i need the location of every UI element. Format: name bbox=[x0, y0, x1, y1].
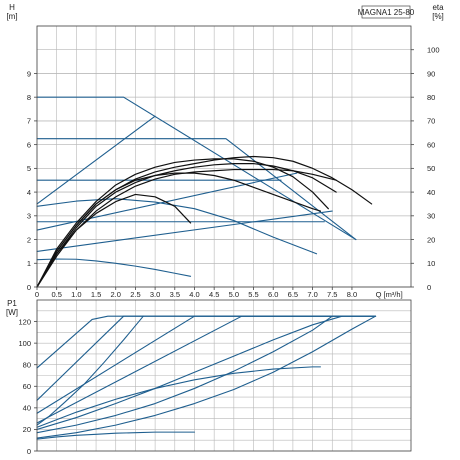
h-axis-tick-label: 2 bbox=[27, 235, 31, 244]
eta-axis-tick-label: 60 bbox=[427, 140, 435, 149]
h-axis-title-unit: [m] bbox=[6, 12, 17, 21]
q-axis-tick-label: 2.0 bbox=[111, 290, 121, 299]
eta-axis-tick-label: 0 bbox=[427, 283, 431, 292]
eta-axis-title: eta bbox=[432, 3, 444, 12]
p1-axis-tick-label: 0 bbox=[27, 447, 31, 456]
eta-axis-tick-label: 40 bbox=[427, 188, 435, 197]
lower-chart-frame bbox=[36, 299, 412, 452]
head-eta-curve-13 bbox=[36, 168, 337, 288]
power-curve-7 bbox=[36, 315, 377, 439]
power-curve-9 bbox=[36, 431, 196, 440]
h-axis-tick-label: 7 bbox=[27, 117, 31, 126]
head-curve-2 bbox=[36, 115, 156, 205]
head-eta-curve-12 bbox=[36, 163, 337, 288]
h-axis-title: H bbox=[9, 3, 15, 12]
q-axis-tick-label: 4.5 bbox=[209, 290, 219, 299]
q-axis-tick-label: 6.5 bbox=[288, 290, 298, 299]
eta-axis-tick-label: 20 bbox=[427, 235, 435, 244]
p1-axis-tick-label: 60 bbox=[23, 382, 31, 391]
p1-axis-tick-label: 80 bbox=[23, 361, 31, 370]
h-axis-tick-label: 8 bbox=[27, 93, 31, 102]
head-curve-9 bbox=[36, 258, 192, 277]
q-axis-title: Q [m³/h] bbox=[376, 290, 403, 299]
p1-axis-title: P1 bbox=[7, 299, 17, 308]
head-eta-curve-15 bbox=[36, 193, 192, 288]
q-axis-tick-label: 7.5 bbox=[327, 290, 337, 299]
eta-axis-tick-label: 70 bbox=[427, 117, 435, 126]
p1-axis-tick-label: 100 bbox=[18, 339, 31, 348]
q-axis-tick-label: 8.0 bbox=[347, 290, 357, 299]
upper-chart-series bbox=[36, 96, 373, 288]
h-axis-tick-label: 4 bbox=[27, 188, 31, 197]
h-axis-tick-label: 9 bbox=[27, 69, 31, 78]
model-label-box bbox=[361, 5, 411, 19]
head-eta-curve-11 bbox=[36, 158, 329, 288]
lower-plot-frame bbox=[36, 299, 412, 452]
power-curve-4 bbox=[36, 315, 377, 424]
p1-axis-title-unit: [W] bbox=[6, 308, 18, 317]
head-curve-8 bbox=[36, 198, 318, 255]
q-axis-tick-label: 5.5 bbox=[248, 290, 258, 299]
h-axis-tick-label: 6 bbox=[27, 140, 31, 149]
lower-chart-series bbox=[36, 315, 377, 440]
q-axis-tick-label: 0 bbox=[35, 290, 39, 299]
q-axis-tick-label: 1.5 bbox=[91, 290, 101, 299]
power-curve-10 bbox=[36, 366, 322, 428]
eta-axis-tick-label: 10 bbox=[427, 259, 435, 268]
p1-axis-tick-label: 20 bbox=[23, 425, 31, 434]
head-curve-1 bbox=[36, 96, 357, 241]
q-axis-tick-label: 3.5 bbox=[170, 290, 180, 299]
head-curve-4 bbox=[36, 210, 333, 252]
p1-axis-tick-label: 40 bbox=[23, 404, 31, 413]
eta-axis-tick-label: 90 bbox=[427, 69, 435, 78]
q-axis-tick-label: 7.0 bbox=[307, 290, 317, 299]
q-axis-tick-label: 6.0 bbox=[268, 290, 278, 299]
power-curve-1 bbox=[36, 315, 377, 369]
q-axis-tick-label: 4.0 bbox=[189, 290, 199, 299]
eta-axis-tick-label: 100 bbox=[427, 46, 440, 55]
h-axis-tick-label: 3 bbox=[27, 212, 31, 221]
head-eta-curve-14 bbox=[36, 172, 322, 288]
h-axis-tick-label: 5 bbox=[27, 164, 31, 173]
power-curve-6 bbox=[36, 315, 333, 434]
q-axis-tick-label: 3.0 bbox=[150, 290, 160, 299]
q-axis-tick-label: 2.5 bbox=[130, 290, 140, 299]
eta-axis-title-unit: [%] bbox=[432, 12, 444, 21]
power-curve-8 bbox=[36, 315, 144, 426]
model-label: MAGNA1 25-80 bbox=[358, 8, 415, 17]
upper-chart-frame bbox=[36, 25, 412, 288]
head-curve-5 bbox=[36, 138, 357, 241]
p1-axis-tick-label: 120 bbox=[18, 317, 31, 326]
eta-axis-tick-label: 50 bbox=[427, 164, 435, 173]
h-axis-tick-label: 0 bbox=[27, 283, 31, 292]
q-axis-tick-label: 5.0 bbox=[229, 290, 239, 299]
power-curve-2 bbox=[36, 315, 377, 401]
eta-axis-tick-label: 30 bbox=[427, 212, 435, 221]
power-curve-5 bbox=[36, 315, 343, 430]
q-axis-tick-label: 1.0 bbox=[71, 290, 81, 299]
h-axis-tick-label: 1 bbox=[27, 259, 31, 268]
upper-plot-frame bbox=[36, 25, 412, 288]
upper-chart-grid bbox=[36, 25, 411, 288]
eta-axis-tick-label: 80 bbox=[427, 93, 435, 102]
q-axis-tick-label: 0.5 bbox=[51, 290, 61, 299]
